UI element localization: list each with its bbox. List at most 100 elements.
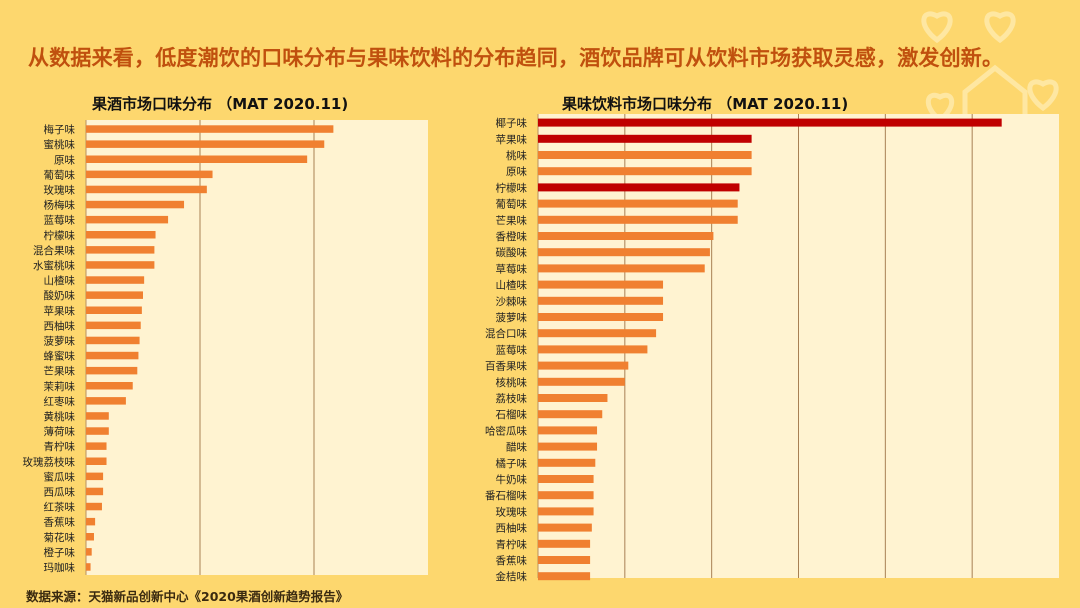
left-bar xyxy=(86,366,138,375)
page-headline: 从数据来看，低度潮饮的口味分布与果味饮料的分布趋同，酒饮品牌可从饮料市场获取灵感… xyxy=(28,46,1004,70)
right-category-label: 原味 xyxy=(506,166,527,178)
left-bar xyxy=(86,231,156,239)
right-bar xyxy=(538,280,664,289)
left-bar xyxy=(86,276,145,284)
left-category-label: 蜜桃味 xyxy=(44,138,76,151)
right-bar xyxy=(538,507,594,516)
left-bar xyxy=(86,336,140,345)
left-category-label: 蓝莓味 xyxy=(44,215,76,227)
right-bar xyxy=(538,151,752,159)
right-category-label: 山楂味 xyxy=(496,279,528,292)
left-category-label: 柠檬味 xyxy=(44,229,76,242)
left-category-label: 葡萄味 xyxy=(44,168,76,181)
right-category-label: 石榴味 xyxy=(496,408,528,421)
right-bar xyxy=(538,556,591,564)
right-category-label: 核桃味 xyxy=(496,376,528,389)
right-bar xyxy=(538,215,738,224)
left-category-label: 黄桃味 xyxy=(44,410,76,423)
right-category-label: 金桔味 xyxy=(496,570,528,583)
right-bar xyxy=(538,361,629,370)
right-bar xyxy=(538,394,608,402)
right-bar xyxy=(538,248,710,257)
right-bar xyxy=(538,118,1002,127)
left-bar xyxy=(86,548,92,556)
left-category-label: 菊花味 xyxy=(44,531,76,544)
left-category-label: 香蕉味 xyxy=(44,517,76,529)
left-bar xyxy=(86,291,143,299)
left-category-label: 原味 xyxy=(54,154,75,166)
right-category-label: 碳酸味 xyxy=(496,246,528,259)
left-bar xyxy=(86,412,109,420)
left-category-label: 青柠味 xyxy=(44,440,76,453)
left-bar xyxy=(86,533,94,541)
left-category-label: 杨梅味 xyxy=(44,199,76,212)
left-bar xyxy=(86,246,155,254)
right-bar xyxy=(538,410,603,419)
left-bar xyxy=(86,261,155,269)
right-bar xyxy=(538,134,752,143)
left-category-label: 山楂味 xyxy=(44,274,76,287)
left-bar xyxy=(86,457,107,465)
right-bar xyxy=(538,426,598,435)
left-bar xyxy=(86,321,141,330)
right-category-label: 沙棘味 xyxy=(496,296,528,308)
left-category-label: 菠萝味 xyxy=(44,335,76,347)
right-category-label: 草莓味 xyxy=(496,263,528,275)
left-plot-area xyxy=(86,120,428,575)
right-bar xyxy=(538,296,664,305)
left-category-label: 梅子味 xyxy=(44,123,76,136)
right-bar xyxy=(538,313,664,321)
source-note: 数据来源：天猫新品创新中心《2020果酒创新趋势报告》 xyxy=(26,589,349,604)
right-bar xyxy=(538,458,596,467)
right-category-label: 百香果味 xyxy=(485,361,527,373)
left-bar xyxy=(86,427,109,435)
right-category-label: 哈密瓜味 xyxy=(485,424,527,437)
right-category-label: 苹果味 xyxy=(496,133,528,146)
left-bar xyxy=(86,382,133,390)
left-category-label: 芒果味 xyxy=(44,365,76,378)
right-category-label: 混合口味 xyxy=(485,327,527,340)
right-category-label: 蓝莓味 xyxy=(496,344,528,356)
left-category-label: 橙子味 xyxy=(44,546,76,559)
left-bar xyxy=(86,442,107,450)
right-bar xyxy=(538,377,625,386)
right-category-label: 芒果味 xyxy=(496,214,528,227)
right-bar xyxy=(538,329,657,338)
left-category-label: 蜜瓜味 xyxy=(44,470,76,483)
right-category-label: 青柠味 xyxy=(496,538,528,551)
left-bar xyxy=(86,351,139,360)
right-category-label: 香蕉味 xyxy=(496,555,528,567)
left-bar xyxy=(86,170,213,179)
left-category-label: 西柚味 xyxy=(44,319,76,332)
left-category-label: 混合果味 xyxy=(33,244,75,257)
left-bar xyxy=(86,517,96,526)
left-chart-title: 果酒市场口味分布 （MAT 2020.11) xyxy=(92,95,349,113)
right-chart-title: 果味饮料市场口味分布 （MAT 2020.11) xyxy=(562,95,849,113)
right-bar xyxy=(538,539,591,548)
left-bar xyxy=(86,397,126,405)
right-bar xyxy=(538,345,648,354)
right-category-label: 菠萝味 xyxy=(496,312,528,324)
right-category-label: 桃味 xyxy=(506,149,527,162)
right-bar xyxy=(538,199,738,208)
left-category-label: 红枣味 xyxy=(44,395,76,408)
left-category-label: 水蜜桃味 xyxy=(33,259,75,272)
left-bar xyxy=(86,563,91,571)
right-category-label: 醋味 xyxy=(506,441,527,454)
left-bar xyxy=(86,215,169,224)
right-category-label: 柠檬味 xyxy=(496,181,528,194)
right-bar xyxy=(538,475,594,483)
left-category-label: 玫瑰荔枝味 xyxy=(23,455,76,468)
right-bar xyxy=(538,232,714,240)
left-bar xyxy=(86,306,142,314)
left-bar xyxy=(86,155,308,163)
right-category-label: 椰子味 xyxy=(496,117,528,130)
right-bar xyxy=(538,167,752,176)
left-category-label: 玛咖味 xyxy=(44,562,76,574)
right-category-label: 玫瑰味 xyxy=(496,505,528,518)
right-bar xyxy=(538,523,592,532)
left-category-label: 红茶味 xyxy=(44,501,76,514)
left-bar xyxy=(86,185,207,194)
left-category-label: 西瓜味 xyxy=(44,486,76,498)
